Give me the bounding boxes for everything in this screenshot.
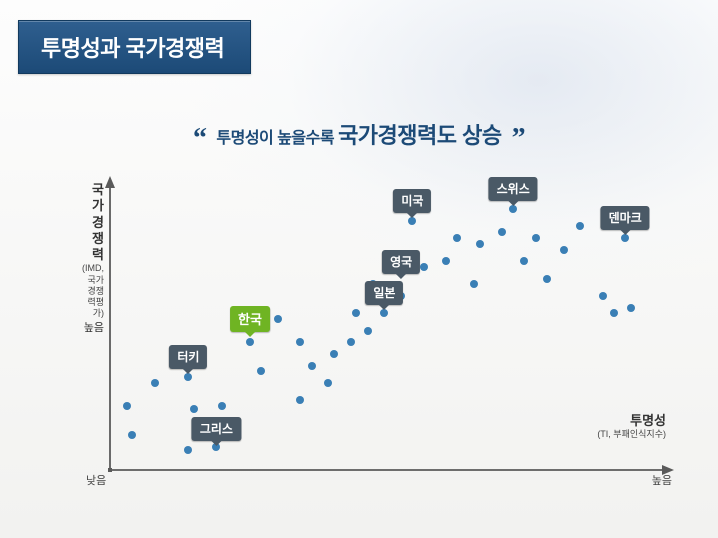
- data-point: [470, 280, 478, 288]
- data-point: [599, 292, 607, 300]
- data-point: [520, 257, 528, 265]
- data-point: [184, 446, 192, 454]
- quote-right-icon: ”: [506, 123, 532, 154]
- country-label: 덴마크: [601, 206, 650, 230]
- data-point: [543, 275, 551, 283]
- country-label: 미국: [393, 189, 431, 213]
- data-point: [151, 379, 159, 387]
- data-point: [330, 350, 338, 358]
- data-point: [442, 257, 450, 265]
- data-point: [324, 379, 332, 387]
- data-point: [627, 304, 635, 312]
- country-label: 영국: [382, 250, 420, 274]
- data-point: [190, 405, 198, 413]
- x-axis-low: 낮음: [86, 472, 106, 488]
- country-label: 터키: [169, 345, 207, 369]
- data-point: [364, 327, 372, 335]
- data-point: [420, 263, 428, 271]
- data-point: [453, 234, 461, 242]
- data-point: [352, 309, 360, 317]
- data-point: [308, 362, 316, 370]
- data-point: [498, 228, 506, 236]
- subtitle: “ 투명성이 높을수록 국가경쟁력도 상승 ”: [0, 118, 718, 155]
- data-point: [296, 338, 304, 346]
- data-point: [123, 402, 131, 410]
- data-point: [610, 309, 618, 317]
- subtitle-prefix: 투명성이 높을수록: [216, 130, 334, 147]
- x-axis-high: 높음: [652, 472, 672, 488]
- data-point: [347, 338, 355, 346]
- data-point: [257, 367, 265, 375]
- y-axis-label: 국가경쟁력 (IMD, 국가경쟁력평가) 높음: [82, 182, 104, 335]
- quote-left-icon: “: [187, 123, 213, 154]
- country-label: 한국: [230, 306, 270, 332]
- subtitle-emphasis: 국가경쟁력도 상승: [338, 123, 502, 148]
- data-point: [128, 431, 136, 439]
- country-label: 그리스: [192, 417, 241, 441]
- plot-area: 터키그리스 한국 일본 영국 미국 스위스덴마크: [110, 180, 670, 470]
- slide-title: 투명성과 국가경쟁력: [18, 20, 251, 74]
- data-point: [560, 246, 568, 254]
- data-point: [274, 315, 282, 323]
- data-point: [218, 402, 226, 410]
- data-point: [296, 396, 304, 404]
- country-label: 일본: [365, 281, 403, 305]
- data-point: [532, 234, 540, 242]
- country-label: 스위스: [489, 177, 538, 201]
- data-point: [476, 240, 484, 248]
- data-point: [576, 222, 584, 230]
- scatter-chart: 국가경쟁력 (IMD, 국가경쟁력평가) 높음 투명성 (TI, 부패인식지수)…: [110, 180, 670, 470]
